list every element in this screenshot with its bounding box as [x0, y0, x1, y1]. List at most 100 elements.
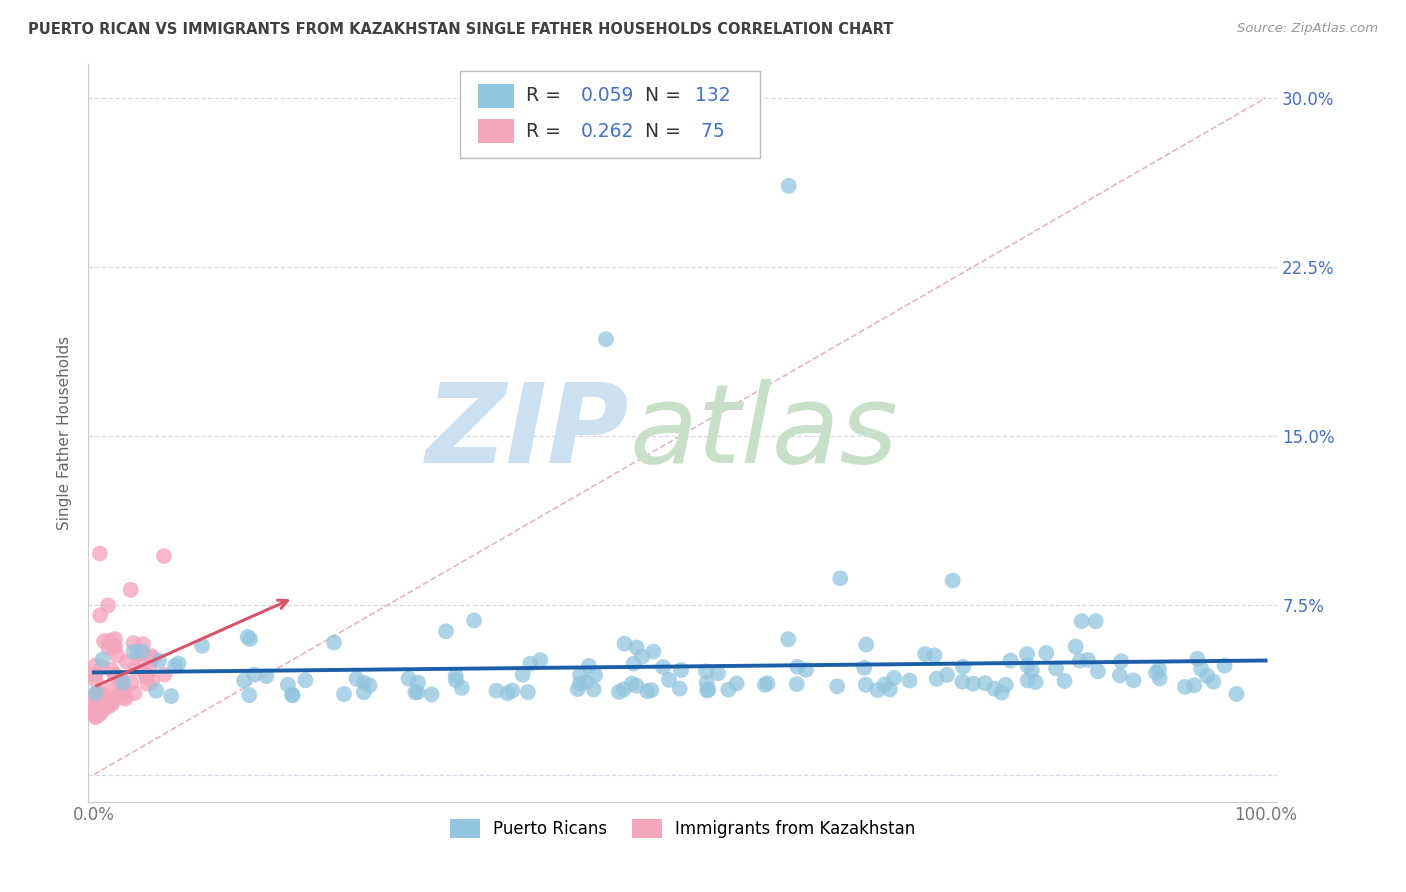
Text: Source: ZipAtlas.com: Source: ZipAtlas.com — [1237, 22, 1378, 36]
Point — [236, 630, 259, 644]
Point — [294, 673, 316, 688]
Point — [855, 638, 877, 652]
Point — [1053, 673, 1076, 688]
Point — [104, 668, 127, 682]
Text: 0.059: 0.059 — [581, 87, 634, 105]
Point — [569, 668, 592, 682]
Text: ZIP: ZIP — [426, 379, 630, 486]
Point — [89, 546, 111, 560]
Point — [623, 657, 645, 671]
Point — [1202, 674, 1225, 689]
Point — [1187, 651, 1209, 665]
Point — [1035, 646, 1057, 660]
Point — [717, 682, 740, 697]
Point — [516, 685, 538, 699]
Point — [1000, 654, 1022, 668]
Point — [519, 657, 541, 671]
Point — [398, 672, 420, 686]
Point — [90, 660, 112, 674]
Text: 132: 132 — [695, 87, 730, 105]
Point — [89, 702, 111, 716]
Point — [124, 662, 146, 676]
Point — [131, 644, 153, 658]
Point — [111, 686, 134, 700]
Text: 0.262: 0.262 — [581, 121, 634, 141]
Point — [135, 669, 157, 683]
Point — [86, 693, 108, 707]
Point — [108, 675, 131, 690]
Point — [191, 639, 214, 653]
Point — [239, 632, 262, 646]
Point — [696, 676, 718, 690]
Point — [89, 704, 111, 718]
Text: atlas: atlas — [630, 379, 898, 486]
Point — [105, 648, 128, 663]
Point — [1069, 654, 1091, 668]
Point — [104, 632, 127, 647]
Point — [444, 673, 467, 688]
Point — [936, 668, 959, 682]
Point — [165, 658, 187, 673]
Point — [97, 641, 120, 656]
Point — [697, 682, 720, 697]
Point — [84, 707, 107, 722]
Point — [134, 666, 156, 681]
Point — [962, 677, 984, 691]
Point — [1147, 663, 1170, 677]
Point — [89, 608, 111, 623]
Point — [575, 675, 598, 690]
Point — [111, 673, 134, 687]
FancyBboxPatch shape — [478, 84, 513, 108]
Point — [626, 640, 648, 655]
Point — [277, 678, 299, 692]
Point — [87, 686, 110, 700]
Point — [108, 686, 131, 700]
Point — [131, 647, 153, 661]
Point — [1189, 662, 1212, 676]
Point — [1109, 654, 1132, 668]
Point — [512, 667, 534, 681]
Point — [640, 683, 662, 698]
Point — [122, 645, 145, 659]
Point — [883, 671, 905, 685]
Point — [1045, 661, 1067, 675]
Point — [281, 688, 304, 702]
Point — [84, 686, 107, 700]
Point — [626, 679, 648, 693]
Point — [346, 672, 368, 686]
Point — [794, 663, 817, 677]
Point — [567, 682, 589, 697]
Point — [696, 683, 718, 698]
Text: 75: 75 — [695, 121, 724, 141]
Point — [84, 658, 107, 673]
Point — [1017, 658, 1039, 673]
Point — [121, 676, 143, 690]
Point — [463, 614, 485, 628]
Point — [406, 685, 429, 699]
Point — [353, 685, 375, 699]
Point — [153, 549, 176, 563]
Point — [84, 705, 107, 719]
Point — [128, 653, 150, 667]
Point — [104, 668, 127, 682]
Point — [1021, 664, 1043, 678]
Point — [90, 705, 112, 719]
Point — [1149, 672, 1171, 686]
Point — [620, 676, 643, 690]
Point — [84, 667, 107, 681]
Point — [101, 697, 124, 711]
Point — [485, 683, 508, 698]
Point — [914, 647, 936, 661]
Point — [124, 686, 146, 700]
Point — [786, 677, 808, 691]
Point — [496, 686, 519, 700]
Point — [84, 708, 107, 723]
Point — [84, 705, 107, 719]
Point — [450, 681, 472, 695]
Point — [754, 678, 776, 692]
Point — [855, 678, 877, 692]
Point — [1087, 665, 1109, 679]
Point — [707, 666, 730, 681]
Point — [145, 683, 167, 698]
Point — [1122, 673, 1144, 688]
